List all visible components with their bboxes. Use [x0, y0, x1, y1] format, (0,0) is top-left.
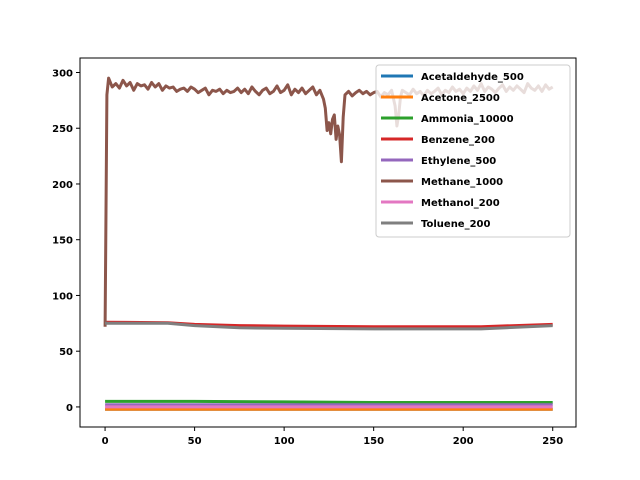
- series-layer: [103, 76, 554, 411]
- y-tick-label: 250: [52, 124, 73, 135]
- y-tick-label: 200: [52, 180, 73, 191]
- legend-label: Methane_1000: [421, 177, 503, 188]
- legend-box: [375, 64, 571, 238]
- y-tick-label: 150: [52, 236, 73, 247]
- x-tick-label: 200: [453, 436, 474, 447]
- legend-label: Acetaldehyde_500: [421, 72, 524, 83]
- x-tick-label: 100: [274, 436, 295, 447]
- y-axis: 0 50 100 150 200 250 300: [52, 68, 80, 414]
- y-tick-label: 0: [66, 403, 73, 414]
- x-tick-label: 0: [102, 436, 109, 447]
- legend-label: Ammonia_10000: [421, 114, 514, 125]
- legend-label: Benzene_200: [421, 135, 495, 146]
- series-line-ammonia-10000: [105, 399, 553, 404]
- x-tick-label: 50: [188, 436, 202, 447]
- y-tick-label: 300: [52, 68, 73, 79]
- legend-label: Toluene_200: [421, 219, 491, 230]
- series-line-toluene-200: [105, 321, 553, 331]
- plot-frame: [79, 57, 577, 428]
- legend: Acetaldehyde_500 Acetone_2500 Ammonia_1000…: [375, 64, 571, 238]
- legend-label: Acetone_2500: [421, 93, 500, 104]
- legend-label: Methanol_200: [421, 198, 500, 209]
- y-tick-label: 100: [52, 291, 73, 302]
- x-tick-label: 250: [542, 436, 563, 447]
- x-tick-label: 150: [363, 436, 384, 447]
- legend-label: Ethylene_500: [421, 156, 496, 167]
- x-axis: 0 50 100 150 200 250: [102, 427, 563, 447]
- y-tick-label: 50: [59, 347, 73, 358]
